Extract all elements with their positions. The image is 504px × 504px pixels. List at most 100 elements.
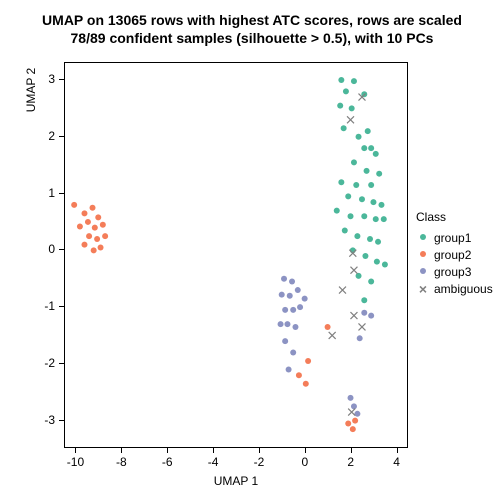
scatter-dot: [77, 223, 83, 229]
y-tick-label: 3: [48, 72, 55, 86]
x-tick-mark: [213, 448, 214, 453]
scatter-dot: [297, 304, 303, 310]
x-tick-label: -8: [116, 455, 127, 469]
scatter-dot: [290, 307, 296, 313]
scatter-dot: [348, 395, 354, 401]
scatter-dot: [303, 381, 309, 387]
y-tick-label: -2: [44, 356, 55, 370]
x-icon: ×: [416, 282, 430, 296]
scatter-x: [350, 267, 357, 274]
scatter-dot: [361, 213, 367, 219]
scatter-dot: [345, 193, 351, 199]
scatter-dot: [281, 276, 287, 282]
scatter-dot: [361, 145, 367, 151]
x-tick-mark: [259, 448, 260, 453]
scatter-dot: [338, 179, 344, 185]
scatter-dot: [349, 105, 355, 111]
scatter-dot: [375, 239, 381, 245]
x-tick-label: 2: [347, 455, 354, 469]
scatter-dot: [352, 418, 358, 424]
scatter-dot: [341, 125, 347, 131]
legend-label: group3: [434, 265, 471, 279]
scatter-dot: [348, 213, 354, 219]
y-tick-mark: [59, 420, 64, 421]
scatter-dot: [354, 233, 360, 239]
scatter-dot: [343, 88, 349, 94]
scatter-dot: [373, 151, 379, 157]
dot-icon: [416, 248, 430, 262]
legend-label: group2: [434, 248, 471, 262]
x-tick-mark: [351, 448, 352, 453]
scatter-dot: [354, 411, 360, 417]
scatter-dot: [325, 324, 331, 330]
y-tick-label: 2: [48, 129, 55, 143]
scatter-dot: [81, 242, 87, 248]
scatter-dot: [356, 273, 362, 279]
scatter-dot: [286, 367, 292, 373]
dot-icon: [416, 231, 430, 245]
scatter-dot: [361, 310, 367, 316]
scatter-dot: [86, 233, 92, 239]
scatter-x: [339, 287, 346, 294]
scatter-dot: [359, 196, 365, 202]
legend-label: ambiguous: [434, 282, 493, 296]
scatter-dot: [338, 77, 344, 83]
scatter-dot: [91, 247, 97, 253]
scatter-dot: [353, 182, 359, 188]
chart-title: UMAP on 13065 rows with highest ATC scor…: [0, 12, 504, 47]
scatter-dot: [361, 297, 367, 303]
scatter-dot: [351, 78, 357, 84]
scatter-dot: [368, 145, 374, 151]
y-tick-label: -1: [44, 299, 55, 313]
scatter-dot: [334, 208, 340, 214]
plot-area: [64, 62, 408, 448]
scatter-dot: [373, 216, 379, 222]
scatter-dot: [100, 222, 106, 228]
x-tick-label: -10: [67, 455, 84, 469]
scatter-dot: [362, 253, 368, 259]
chart-title-line1: UMAP on 13065 rows with highest ATC scor…: [0, 12, 504, 30]
scatter-dot: [287, 293, 293, 299]
scatter-dot: [376, 171, 382, 177]
scatter-dot: [351, 159, 357, 165]
scatter-dot: [279, 292, 285, 298]
scatter-dot: [374, 259, 380, 265]
scatter-dot: [94, 236, 100, 242]
x-tick-mark: [121, 448, 122, 453]
scatter-dot: [368, 279, 374, 285]
scatter-dot: [365, 128, 371, 134]
scatter-dot: [345, 420, 351, 426]
scatter-dot: [278, 321, 284, 327]
scatter-x: [329, 332, 336, 339]
x-tick-mark: [75, 448, 76, 453]
scatter-dot: [368, 182, 374, 188]
x-tick-mark: [305, 448, 306, 453]
scatter-dot: [92, 225, 98, 231]
scatter-x: [350, 312, 357, 319]
y-tick-mark: [59, 249, 64, 250]
scatter-dot: [98, 244, 104, 250]
scatter-dot: [364, 168, 370, 174]
scatter-dot: [81, 210, 87, 216]
scatter-dot: [356, 134, 362, 140]
legend-item-group1: group1: [416, 230, 471, 246]
scatter-dot: [95, 214, 101, 220]
y-tick-label: 0: [48, 242, 55, 256]
chart-title-line2: 78/89 confident samples (silhouette > 0.…: [0, 30, 504, 48]
scatter-dot: [381, 216, 387, 222]
scatter-dot: [90, 205, 96, 211]
legend-item-group3: group3: [416, 264, 471, 280]
x-axis-label: UMAP 1: [64, 474, 408, 488]
scatter-dot: [302, 296, 308, 302]
scatter-dot: [382, 262, 388, 268]
scatter-dot: [351, 403, 357, 409]
scatter-dot: [357, 335, 363, 341]
scatter-dot: [350, 426, 356, 432]
scatter-dot: [102, 233, 108, 239]
x-tick-label: 4: [393, 455, 400, 469]
y-tick-mark: [59, 306, 64, 307]
scatter-dot: [305, 358, 311, 364]
scatter-dot: [284, 321, 290, 327]
x-tick-label: -6: [162, 455, 173, 469]
scatter-dot: [289, 279, 295, 285]
